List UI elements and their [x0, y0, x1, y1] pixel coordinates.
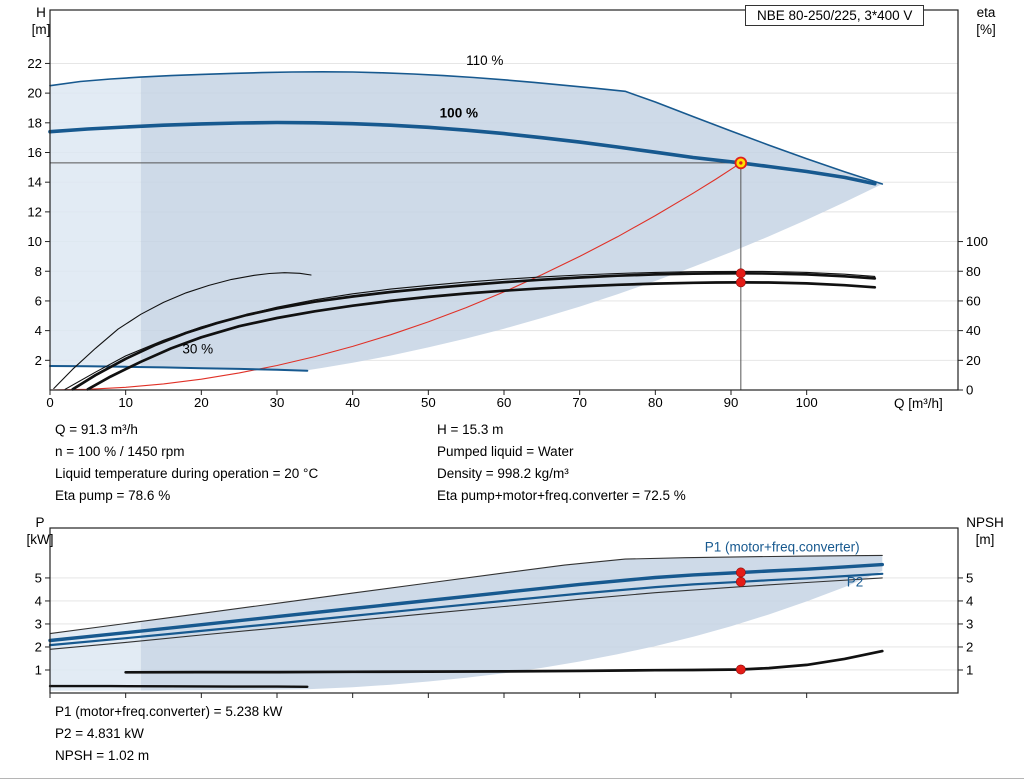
chart-qh[interactable]: 0 10 20 30 40 50 60 70 80 90 100 2 4 6 8 10 12 14 16 18 20 22…	[0, 0, 1024, 415]
x-axis-title-flow: Q [m³/h]	[894, 396, 943, 411]
y-left-tick-label: 2	[35, 639, 42, 654]
y-left-tick-label: 2	[35, 353, 42, 368]
y-left-tick-label: 8	[35, 264, 42, 279]
operating-point-summary-right: H = 15.3 m Pumped liquid = Water Density…	[437, 419, 686, 507]
y-left-tick-label: 6	[35, 293, 42, 308]
y-left-tick-label: 22	[27, 56, 42, 71]
pump-model-box: NBE 80-250/225, 3*400 V	[745, 5, 925, 26]
npsh-curve	[124, 649, 884, 674]
y-left-tick-label: 10	[27, 234, 42, 249]
x-tick-label: 10	[118, 395, 133, 410]
p1-curve	[48, 562, 884, 643]
power-summary: P1 (motor+freq.converter) = 5.238 kW P2 …	[55, 701, 282, 767]
control-curve	[49, 162, 742, 391]
curve-label: 110 %	[466, 53, 503, 68]
operating-point-summary-left: Q = 91.3 m³/h n = 100 % / 1450 rpm Liqui…	[55, 419, 318, 507]
x-tick-label: 90	[724, 395, 739, 410]
info-eta-total: Eta pump+motor+freq.converter = 72.5 %	[437, 488, 686, 503]
curve-label: P1 (motor+freq.converter)	[705, 539, 860, 554]
info-head: H = 15.3 m	[437, 422, 504, 437]
curve-label: 30 %	[182, 342, 213, 357]
power-upper-limit	[49, 554, 883, 635]
y-right-tick-label: 80	[966, 264, 981, 279]
info-density: Density = 998.2 kg/m³	[437, 466, 569, 481]
p1-point	[735, 567, 746, 578]
y-axis-title-head-unit: [m]	[31, 22, 51, 37]
y-axis-title-head: H [m]	[20, 4, 62, 38]
y-axis-title-eta: eta [%]	[961, 4, 1011, 38]
y-right-tick-label: 0	[966, 383, 973, 398]
info-speed: n = 100 % / 1450 rpm	[55, 444, 185, 459]
chart-power-npsh[interactable]: 1 2 3 4 5 1 2 3 4 5 P1 (motor+freq.converter) P2	[0, 516, 1024, 701]
y-right-tick-label: 5	[966, 570, 973, 585]
y-right-tick-label: 4	[966, 593, 973, 608]
y-left-tick-label: 14	[27, 175, 42, 190]
x-tick-label: 70	[572, 395, 587, 410]
info-pumped-liquid: Pumped liquid = Water	[437, 444, 574, 459]
info-p2: P2 = 4.831 kW	[55, 726, 144, 741]
y-axis-title-head-symbol: H	[36, 5, 46, 20]
y-right-tick-label: 1	[966, 662, 973, 677]
y-axis-title-eta-unit: [%]	[976, 22, 996, 37]
y-right-tick-label: 40	[966, 323, 981, 338]
x-tick-label: 20	[194, 395, 209, 410]
y-left-tick-label: 1	[35, 662, 42, 677]
y-axis-title-power: P [kW]	[18, 514, 62, 548]
power-lower-limit	[49, 577, 883, 650]
speed-110-curve	[49, 71, 884, 185]
x-tick-label: 50	[421, 395, 436, 410]
y-axis-title-npsh-symbol: NPSH	[966, 515, 1004, 530]
eta-small-speed	[53, 272, 312, 390]
eta-total-point	[735, 277, 746, 288]
y-axis-title-npsh-unit: [m]	[975, 532, 995, 547]
x-tick-label: 30	[270, 395, 285, 410]
y-left-tick-label: 12	[27, 204, 42, 219]
y-left-tick-label: 3	[35, 616, 42, 631]
y-right-tick-label: 2	[966, 639, 973, 654]
x-tick-label: 60	[497, 395, 512, 410]
y-left-tick-label: 16	[27, 145, 42, 160]
speed-30-curve	[49, 365, 309, 372]
info-liquid-temp: Liquid temperature during operation = 20…	[55, 466, 319, 481]
window-bottom-edge	[0, 778, 1024, 779]
y-left-tick-label: 4	[35, 323, 42, 338]
y-axis-title-power-unit: [kW]	[26, 532, 54, 547]
duty-point-center	[739, 161, 743, 165]
info-eta-pump: Eta pump = 78.6 %	[55, 488, 171, 503]
y-left-tick-label: 5	[35, 570, 42, 585]
npsh-point	[735, 664, 746, 675]
y-axis-title-npsh: NPSH [m]	[952, 514, 1018, 548]
y-axis-title-power-symbol: P	[35, 515, 45, 530]
power-range-envelope	[140, 555, 883, 691]
info-npsh: NPSH = 1.02 m	[55, 748, 150, 763]
x-tick-label: 0	[46, 395, 53, 410]
eta-pump-point	[735, 268, 746, 279]
speed-100-curve	[48, 120, 877, 186]
y-right-tick-label: 100	[966, 234, 988, 249]
y-right-tick-label: 3	[966, 616, 973, 631]
y-right-tick-label: 60	[966, 293, 981, 308]
operating-range-envelope	[140, 71, 883, 371]
curve-label: 100 %	[440, 106, 478, 121]
x-tick-label: 80	[648, 395, 663, 410]
y-left-tick-label: 20	[27, 86, 42, 101]
info-p1: P1 (motor+freq.converter) = 5.238 kW	[55, 704, 283, 719]
x-tick-label: 100	[796, 395, 818, 410]
info-flow: Q = 91.3 m³/h	[55, 422, 138, 437]
y-left-tick-label: 4	[35, 593, 42, 608]
p2-point	[735, 576, 746, 587]
operating-range-low-flow	[50, 77, 141, 368]
curve-label: P2	[847, 575, 864, 590]
y-left-tick-label: 18	[27, 115, 42, 130]
y-right-tick-label: 20	[966, 353, 981, 368]
y-axis-title-eta-symbol: eta	[976, 5, 996, 20]
p2-curve	[48, 572, 884, 647]
power-30-curve	[48, 684, 309, 689]
x-tick-label: 40	[345, 395, 360, 410]
